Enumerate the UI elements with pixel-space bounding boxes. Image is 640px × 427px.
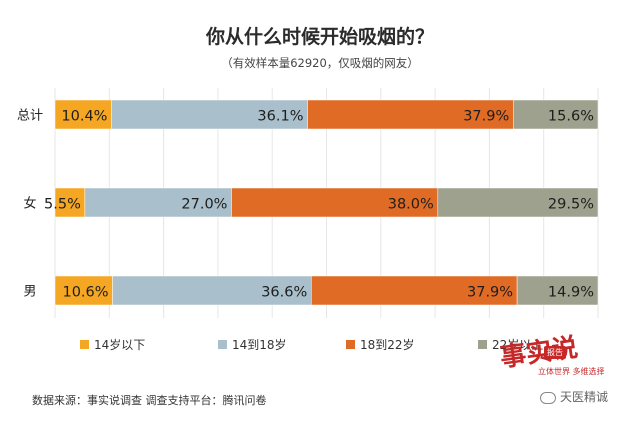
legend-label: 18到22岁 [360,337,415,352]
data-label: 10.4% [61,109,107,125]
data-label: 29.5% [548,197,594,213]
brand-tag: 报告 [544,346,566,359]
data-label: 15.6% [548,109,594,125]
bar-segment [54,99,112,130]
data-label: 10.6% [62,285,108,301]
wechat-account: 天医精诚 [540,388,608,405]
data-label: 38.0% [388,197,434,213]
bar-segment [231,187,439,218]
data-label: 36.6% [261,285,307,301]
chart-title: 你从什么时候开始吸烟的？ [205,25,434,48]
brand-slogan: 立体世界 多维选择 [538,367,605,376]
bar-segment [311,275,518,306]
category-label: 总计 [17,109,43,124]
bar-segment [54,275,113,306]
data-label: 37.9% [467,285,513,301]
legend-label: 22岁以上 [492,337,543,352]
legend-swatch [80,340,89,349]
bar-rows: 10.4% 36.1% 37.9% 15.6% 5.5% 27.0% 38.0% 29.5% 1… [44,99,599,306]
bar-segment [516,275,599,306]
bar-segment [112,275,312,306]
legend-swatch [218,340,227,349]
chart-subtitle: （有效样本量62920，仅吸烟的网友） [221,56,419,70]
legend: 14岁以下 14到18岁 18到22岁 22岁以上 [80,337,543,352]
legend-label: 14岁以下 [94,337,145,352]
brand-watermark: 事实说 报告 立体世界 多维选择 天医精诚 [498,333,628,420]
bar-segment [437,187,599,218]
category-label: 女 [23,196,36,212]
bar-segment [84,187,232,218]
wechat-icon [540,391,556,404]
data-label: 36.1% [257,109,303,125]
data-label: 27.0% [181,197,227,213]
legend-swatch [478,340,487,349]
bar-segment [307,99,514,130]
data-label: 5.5% [44,197,81,213]
data-label: 37.9% [463,109,509,125]
bar-segment [111,99,308,130]
data-label: 14.9% [548,285,594,301]
wechat-account-name: 天医精诚 [560,390,609,404]
bar-segment [513,99,599,130]
legend-label: 14到18岁 [232,337,287,352]
source-note: 数据来源：事实说调查 调查支持平台：腾讯问卷 [32,393,267,407]
legend-swatch [346,340,355,349]
category-label: 男 [23,285,36,300]
